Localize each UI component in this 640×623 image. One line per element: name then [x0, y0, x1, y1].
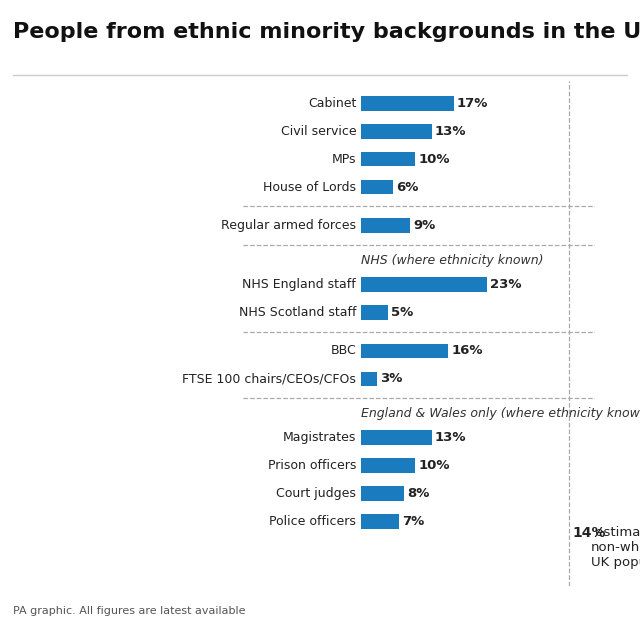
Text: Cabinet: Cabinet	[308, 97, 356, 110]
Text: England & Wales only (where ethnicity known): England & Wales only (where ethnicity kn…	[360, 407, 640, 420]
Text: 3%: 3%	[380, 373, 403, 386]
Text: Civil service: Civil service	[280, 125, 356, 138]
Text: 13%: 13%	[435, 431, 467, 444]
Text: 16%: 16%	[451, 345, 483, 358]
Text: 17%: 17%	[457, 97, 488, 110]
Text: 23%: 23%	[490, 278, 521, 291]
Bar	[360, 486, 404, 501]
Text: 5%: 5%	[391, 306, 413, 319]
Bar	[360, 152, 415, 166]
Text: 10%: 10%	[419, 153, 450, 166]
Bar	[360, 305, 388, 320]
Text: NHS (where ethnicity known): NHS (where ethnicity known)	[360, 254, 543, 267]
Text: 6%: 6%	[396, 181, 419, 194]
Text: 9%: 9%	[413, 219, 435, 232]
Bar	[360, 180, 394, 194]
Text: NHS Scotland staff: NHS Scotland staff	[239, 306, 356, 319]
Text: 7%: 7%	[402, 515, 424, 528]
Text: 8%: 8%	[408, 487, 430, 500]
Text: MPs: MPs	[332, 153, 356, 166]
Text: NHS England staff: NHS England staff	[243, 278, 356, 291]
Bar	[360, 277, 486, 292]
Text: PA graphic. All figures are latest available: PA graphic. All figures are latest avail…	[13, 606, 245, 616]
Text: Regular armed forces: Regular armed forces	[221, 219, 356, 232]
Text: FTSE 100 chairs/CEOs/CFOs: FTSE 100 chairs/CEOs/CFOs	[182, 373, 356, 386]
Text: Prison officers: Prison officers	[268, 459, 356, 472]
Text: Magistrates: Magistrates	[283, 431, 356, 444]
Bar	[360, 430, 432, 445]
Text: Police officers: Police officers	[269, 515, 356, 528]
Bar	[360, 514, 399, 529]
Bar	[360, 371, 377, 386]
Bar	[360, 458, 415, 473]
Text: 14%: 14%	[573, 526, 606, 540]
Text: 10%: 10%	[419, 459, 450, 472]
Text: BBC: BBC	[330, 345, 356, 358]
Text: 13%: 13%	[435, 125, 467, 138]
Text: estimated
non-white
UK population: estimated non-white UK population	[591, 526, 640, 569]
Text: House of Lords: House of Lords	[263, 181, 356, 194]
Text: People from ethnic minority backgrounds in the UK: People from ethnic minority backgrounds …	[13, 22, 640, 42]
Text: Court judges: Court judges	[276, 487, 356, 500]
Bar	[360, 344, 448, 358]
Bar	[360, 96, 454, 111]
Bar	[360, 124, 432, 138]
Bar	[360, 219, 410, 233]
